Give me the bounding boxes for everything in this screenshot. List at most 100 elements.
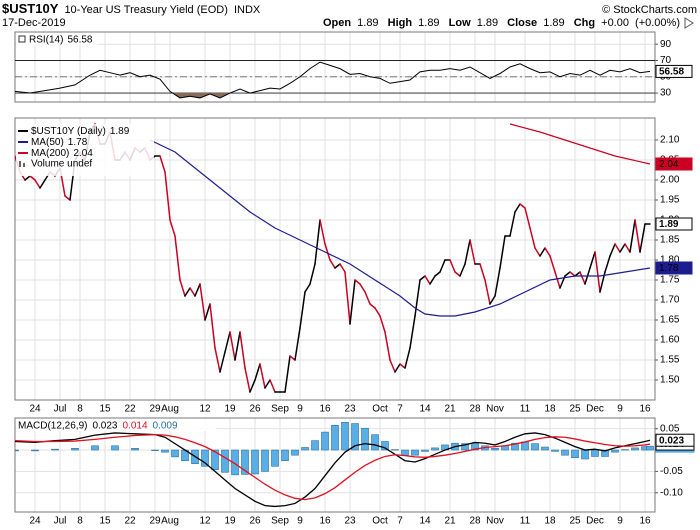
histogram-bar (591, 449, 599, 457)
date: 17-Dec-2019 (2, 17, 66, 29)
x-tick-label: 12 (199, 516, 211, 527)
value-tag: 0.023 (655, 433, 695, 447)
x-tick-label: 26 (249, 516, 261, 527)
volume-icon (19, 161, 21, 167)
x-tick-label: 16 (639, 516, 651, 527)
panel-frame (14, 417, 656, 513)
price-segment (479, 263, 486, 281)
value-tag: 2.04 (655, 157, 693, 171)
value-tag-box (655, 261, 693, 275)
histogram-bar (561, 449, 569, 456)
price-segment (439, 259, 446, 273)
histogram-bar (551, 449, 559, 452)
price-segment (579, 271, 586, 285)
histogram-bar (421, 449, 429, 452)
legend-label: MA(50) (31, 137, 64, 148)
x-tick-label: 25 (569, 404, 581, 415)
histogram-bar (531, 443, 539, 451)
histogram-bar (291, 449, 299, 456)
quote-value: 1.89 (418, 17, 439, 29)
value-tag-box (655, 157, 693, 171)
price-segment (224, 331, 231, 353)
price-segment (499, 235, 506, 269)
y-tick-label: 1.85 (660, 235, 680, 246)
x-tick-label: Oct (372, 516, 388, 527)
legend-value: 1.78 (68, 137, 88, 148)
y-tick-label: 1.60 (660, 335, 680, 346)
x-tick-label: 9 (617, 404, 623, 415)
y-tick-label: 90 (660, 39, 672, 50)
value-tag-label: 1.78 (659, 263, 679, 274)
x-tick-label: Jul (54, 516, 67, 527)
y-tick-label: 2.00 (660, 175, 680, 186)
price-segment (304, 283, 311, 293)
price-segment (254, 363, 261, 381)
x-tick-label: 7 (397, 516, 403, 527)
price-segment (239, 331, 246, 369)
rsi-line (15, 61, 651, 99)
legend-bg (16, 33, 98, 45)
x-tick-label: Nov (486, 404, 504, 415)
histogram-bar (231, 449, 239, 476)
x-tick-label: Sep (271, 516, 289, 527)
price-segment (159, 155, 166, 173)
price-segment (309, 263, 316, 285)
y-tick-label: 30 (660, 88, 672, 99)
indicator-value: 0.023 (92, 420, 117, 431)
x-tick-label: 8 (77, 516, 83, 527)
price-segment (414, 279, 421, 317)
price-segment (334, 263, 341, 269)
price-segment (189, 287, 196, 297)
histogram-bar (621, 449, 629, 451)
price-segment (64, 195, 71, 201)
price-segment (209, 303, 216, 349)
legend-label: MA(200) (31, 148, 69, 159)
arrow-icon (684, 17, 694, 29)
x-tick-label: 24 (29, 516, 41, 527)
histogram-bar (221, 449, 229, 473)
x-tick-label: 15 (99, 404, 111, 415)
histogram-bar (401, 449, 409, 456)
price-segment (389, 359, 396, 373)
x-tick-label: 23 (344, 516, 356, 527)
plot-area (15, 60, 655, 99)
histogram-bar (491, 448, 499, 451)
price-segment (489, 295, 496, 305)
price-segment (284, 355, 291, 393)
histogram-bar (411, 449, 419, 456)
legend-icon (18, 35, 26, 43)
histogram-bar (351, 423, 359, 451)
price-segment (34, 179, 41, 189)
price-segment (164, 171, 171, 221)
y-tick-label: 1.95 (660, 195, 680, 206)
histogram-bar (271, 449, 279, 467)
histogram-bar (241, 449, 249, 475)
price-segment (269, 379, 276, 393)
price-segment (299, 291, 306, 329)
x-tick-label: 11 (520, 404, 531, 415)
price-segment (294, 327, 301, 361)
y-tick-label: -0.05 (660, 466, 683, 477)
x-tick-label: Sep (271, 404, 289, 415)
ma-line (509, 123, 651, 165)
x-tick-label: 29 (149, 516, 161, 527)
histogram-bar (131, 448, 139, 451)
value-tag-label: 1.89 (659, 219, 679, 230)
price-segment (379, 315, 386, 333)
price-segment (374, 307, 381, 317)
price-segment (344, 271, 351, 325)
price-segment (549, 255, 556, 273)
price-segment (179, 279, 186, 297)
histogram-bar (571, 449, 579, 459)
histogram-bar (601, 449, 609, 457)
x-tick-label: 14 (419, 516, 431, 527)
histogram-bar (471, 442, 479, 451)
price-segment (424, 275, 431, 285)
x-tick-label: 16 (319, 516, 331, 527)
value-tag: 1.78 (655, 261, 693, 275)
legend-value: 2.04 (73, 148, 93, 159)
indicator-label: MACD(12,26,9) 0.023 0.014 0.009 (18, 420, 178, 431)
histogram-bar (431, 447, 439, 451)
y-tick-label: 1.50 (660, 375, 680, 386)
